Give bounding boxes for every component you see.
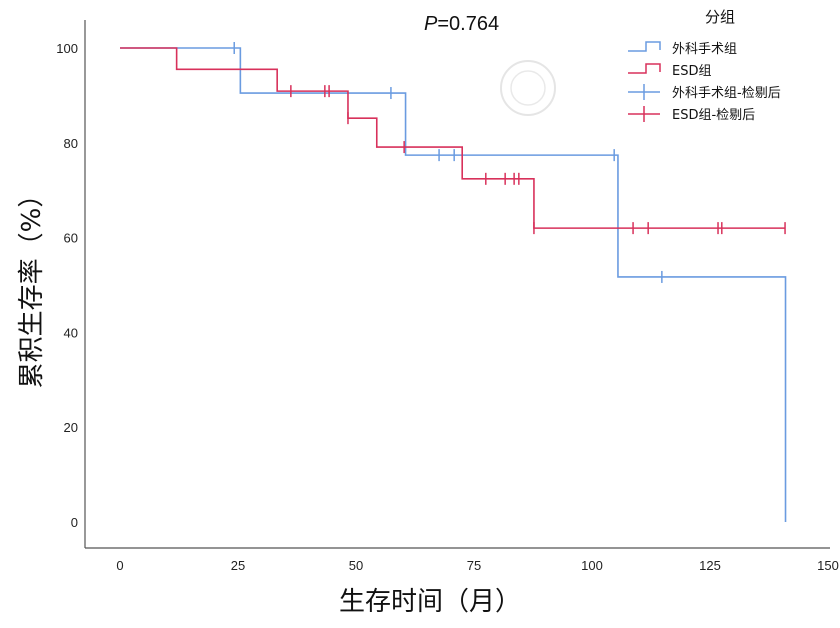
x-tick-label: 150 (817, 558, 839, 573)
x-tick-label: 125 (699, 558, 721, 573)
y-tick-label: 60 (64, 231, 78, 246)
legend-entry: 外科手术组 (672, 42, 737, 57)
survival-curve-1 (120, 47, 786, 229)
legend-entry: ESD组 (672, 64, 711, 79)
y-tick-label: 40 (64, 325, 78, 340)
x-axis-label: 生存时间（月） (339, 587, 521, 617)
survival-curve-0 (120, 47, 787, 522)
y-tick-label: 20 (64, 420, 78, 435)
p-value-annotation: P=0.764 (424, 13, 499, 35)
x-tick-label: 75 (467, 558, 481, 573)
legend-swatch-step (628, 41, 661, 52)
y-tick-label: 80 (64, 136, 78, 151)
x-tick-label: 100 (581, 558, 603, 573)
y-tick-label: 100 (56, 41, 78, 56)
watermark-seal-icon (500, 60, 556, 116)
legend-swatch-step (628, 63, 661, 74)
legend-entry: 外科手术组-检剔后 (672, 86, 781, 101)
y-axis-label: 累积生存率（%） (17, 182, 47, 389)
legend-entry: ESD组-检剔后 (672, 108, 755, 123)
legend-title: 分组 (705, 8, 735, 26)
y-tick-label: 0 (71, 515, 78, 530)
x-tick-label: 50 (349, 558, 363, 573)
x-tick-label: 25 (231, 558, 245, 573)
x-tick-label: 0 (116, 558, 123, 573)
